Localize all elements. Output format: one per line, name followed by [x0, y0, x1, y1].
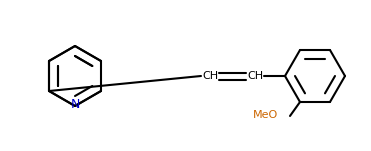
Text: CH: CH [247, 71, 263, 81]
Text: MeO: MeO [253, 110, 278, 120]
Text: N: N [70, 98, 80, 111]
Text: CH: CH [202, 71, 218, 81]
